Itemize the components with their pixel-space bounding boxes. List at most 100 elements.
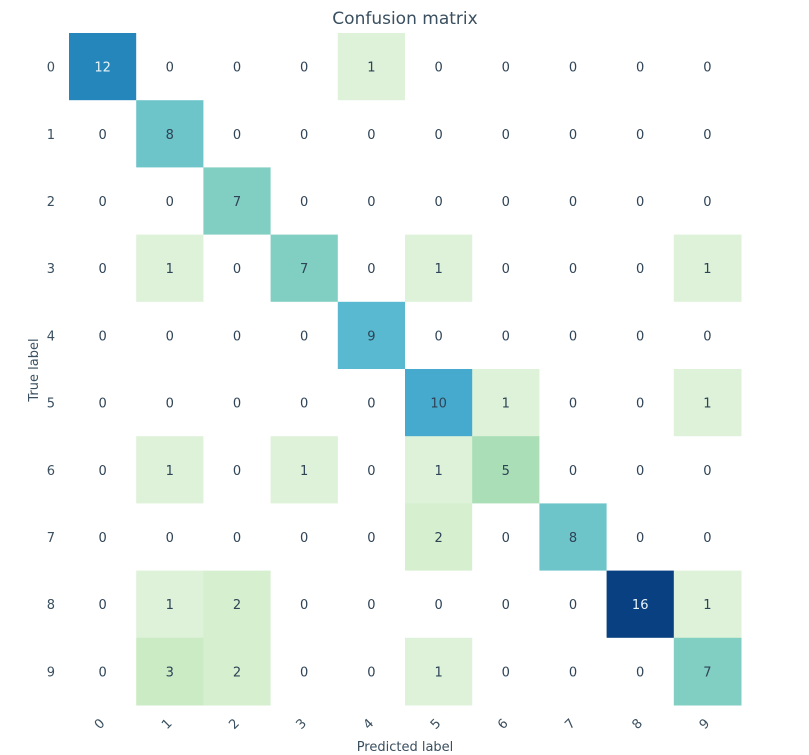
y-tick-4: 4 bbox=[47, 329, 55, 344]
cell-label-r2-c2: 7 bbox=[233, 195, 241, 210]
cell-label-r4-c9: 0 bbox=[703, 329, 711, 344]
cell-label-r1-c6: 0 bbox=[502, 128, 510, 143]
cell-label-r7-c7: 8 bbox=[569, 531, 577, 546]
cell-label-r7-c2: 0 bbox=[233, 531, 241, 546]
cell-label-r3-c2: 0 bbox=[233, 262, 241, 277]
cell-label-r8-c2: 2 bbox=[233, 598, 241, 613]
cell-r4-c6 bbox=[472, 301, 540, 370]
cell-r0-c2 bbox=[203, 33, 272, 101]
cell-r3-c1 bbox=[136, 234, 204, 303]
cell-r7-c9 bbox=[673, 503, 742, 572]
cell-r1-c1 bbox=[136, 100, 204, 168]
cell-label-r0-c9: 0 bbox=[703, 61, 711, 76]
y-tick-2: 2 bbox=[47, 195, 55, 210]
cell-label-r7-c5: 2 bbox=[434, 531, 442, 546]
cell-label-r8-c3: 0 bbox=[300, 598, 308, 613]
cell-label-r5-c1: 0 bbox=[166, 397, 174, 412]
cell-label-r6-c7: 0 bbox=[569, 464, 577, 479]
cell-label-r9-c8: 0 bbox=[636, 665, 644, 680]
cell-r9-c6 bbox=[472, 637, 540, 706]
cell-r8-c2 bbox=[203, 570, 272, 639]
x-axis-label: Predicted label bbox=[357, 740, 454, 755]
cell-r3-c4 bbox=[337, 234, 406, 303]
cell-r5-c8 bbox=[606, 369, 675, 437]
cell-label-r0-c8: 0 bbox=[636, 61, 644, 76]
cell-r4-c7 bbox=[539, 301, 608, 370]
cell-r9-c3 bbox=[270, 637, 339, 706]
cell-label-r6-c6: 5 bbox=[502, 464, 510, 479]
cell-label-r4-c0: 0 bbox=[98, 329, 106, 344]
y-tick-8: 8 bbox=[47, 598, 55, 613]
y-tick-1: 1 bbox=[47, 128, 55, 143]
cell-r8-c4 bbox=[337, 570, 406, 639]
cell-r5-c6 bbox=[472, 369, 540, 437]
cell-label-r1-c7: 0 bbox=[569, 128, 577, 143]
cell-r2-c5 bbox=[405, 167, 473, 236]
cell-r2-c1 bbox=[136, 167, 204, 236]
cell-label-r5-c3: 0 bbox=[300, 397, 308, 412]
cell-r4-c2 bbox=[203, 301, 272, 370]
cell-r8-c7 bbox=[539, 570, 608, 639]
cell-r4-c9 bbox=[673, 301, 742, 370]
x-tick-5: 5 bbox=[428, 716, 444, 732]
cell-r7-c0 bbox=[69, 503, 137, 572]
cell-label-r5-c7: 0 bbox=[569, 397, 577, 412]
cell-r3-c7 bbox=[539, 234, 608, 303]
y-tick-6: 6 bbox=[47, 464, 55, 479]
cell-label-r4-c3: 0 bbox=[300, 329, 308, 344]
cell-r2-c9 bbox=[673, 167, 742, 236]
cell-label-r6-c2: 0 bbox=[233, 464, 241, 479]
cell-r5-c5 bbox=[405, 369, 473, 437]
cell-r1-c7 bbox=[539, 100, 608, 168]
cell-r4-c3 bbox=[270, 301, 339, 370]
cell-r1-c6 bbox=[472, 100, 540, 168]
cell-label-r5-c5: 10 bbox=[430, 397, 447, 412]
cell-r8-c1 bbox=[136, 570, 204, 639]
cell-label-r2-c7: 0 bbox=[569, 195, 577, 210]
cell-label-r0-c1: 0 bbox=[166, 61, 174, 76]
cell-label-r8-c5: 0 bbox=[434, 598, 442, 613]
cell-label-r9-c6: 0 bbox=[502, 665, 510, 680]
cell-r5-c3 bbox=[270, 369, 339, 437]
cell-r0-c5 bbox=[405, 33, 473, 101]
cell-r9-c1 bbox=[136, 637, 204, 706]
cell-label-r6-c3: 1 bbox=[300, 464, 308, 479]
cell-label-r5-c6: 1 bbox=[502, 397, 510, 412]
cell-r3-c9 bbox=[673, 234, 742, 303]
cell-label-r3-c8: 0 bbox=[636, 262, 644, 277]
cell-label-r4-c6: 0 bbox=[502, 329, 510, 344]
cell-r0-c9 bbox=[673, 33, 742, 101]
cell-r5-c1 bbox=[136, 369, 204, 437]
cell-label-r6-c4: 0 bbox=[367, 464, 375, 479]
cell-r5-c9 bbox=[673, 369, 742, 437]
cell-r2-c4 bbox=[337, 167, 406, 236]
cell-r2-c6 bbox=[472, 167, 540, 236]
cell-label-r3-c5: 1 bbox=[434, 262, 442, 277]
y-tick-3: 3 bbox=[47, 262, 55, 277]
y-tick-0: 0 bbox=[47, 61, 55, 76]
cell-r6-c4 bbox=[337, 436, 406, 504]
cell-label-r1-c5: 0 bbox=[434, 128, 442, 143]
cell-label-r1-c2: 0 bbox=[233, 128, 241, 143]
cell-r6-c6 bbox=[472, 436, 540, 504]
cell-r3-c0 bbox=[69, 234, 137, 303]
cell-label-r3-c0: 0 bbox=[98, 262, 106, 277]
cell-label-r7-c3: 0 bbox=[300, 531, 308, 546]
cell-label-r1-c3: 0 bbox=[300, 128, 308, 143]
cell-r7-c5 bbox=[405, 503, 473, 572]
cell-r1-c3 bbox=[270, 100, 339, 168]
cell-label-r2-c6: 0 bbox=[502, 195, 510, 210]
cell-label-r8-c0: 0 bbox=[98, 598, 106, 613]
cell-label-r0-c7: 0 bbox=[569, 61, 577, 76]
cell-r0-c0 bbox=[69, 33, 137, 101]
cell-r4-c0 bbox=[69, 301, 137, 370]
cell-label-r9-c0: 0 bbox=[98, 665, 106, 680]
cell-label-r9-c2: 2 bbox=[233, 665, 241, 680]
cell-r0-c3 bbox=[270, 33, 339, 101]
cell-r2-c8 bbox=[606, 167, 675, 236]
cell-r9-c9 bbox=[673, 637, 742, 706]
cell-label-r6-c8: 0 bbox=[636, 464, 644, 479]
cell-label-r8-c6: 0 bbox=[502, 598, 510, 613]
cell-r4-c4 bbox=[337, 301, 406, 370]
